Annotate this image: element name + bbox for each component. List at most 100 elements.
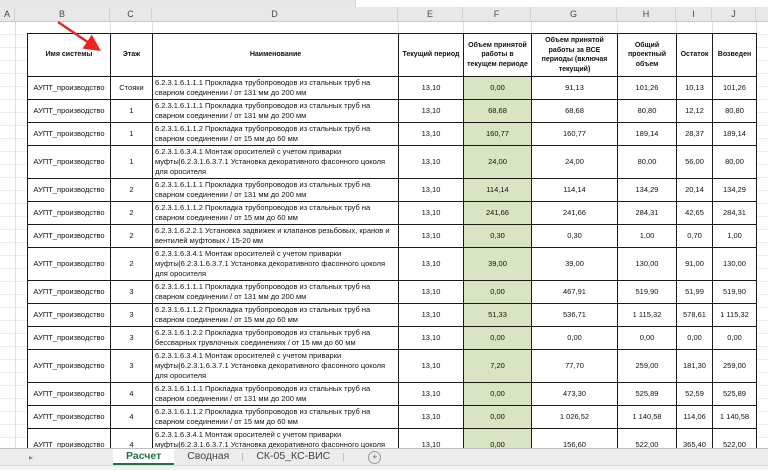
- cell-total-project[interactable]: 1 140,58: [617, 405, 677, 429]
- cell-accepted-all[interactable]: 241,66: [531, 201, 618, 225]
- cell-current-period[interactable]: 13,10: [398, 382, 464, 406]
- cell-accepted-all[interactable]: 0,30: [531, 224, 618, 248]
- add-sheet-icon[interactable]: +: [368, 450, 382, 464]
- cell-floor[interactable]: 3: [110, 280, 153, 304]
- cell-remainder[interactable]: 51,99: [676, 280, 713, 304]
- cell-floor[interactable]: 4: [110, 405, 153, 429]
- cell-system-name[interactable]: АУПТ_производство: [27, 76, 111, 100]
- formula-bar-field[interactable]: [355, 0, 768, 7]
- cell-erected[interactable]: 130,00: [712, 247, 757, 281]
- header-total-project-volume[interactable]: Общий проектный объем: [617, 33, 677, 77]
- cell-work-name[interactable]: 6.2.3.1.6.1.1.1 Прокладка трубопроводов …: [152, 280, 399, 304]
- cell-system-name[interactable]: АУПТ_производство: [27, 280, 111, 304]
- cell-current-period[interactable]: 13,10: [398, 145, 464, 179]
- sheet-tab-raschet[interactable]: Расчет: [113, 449, 175, 465]
- cell-accepted-current[interactable]: 7,20: [463, 349, 532, 383]
- cell-erected[interactable]: 80,00: [712, 145, 757, 179]
- cell-accepted-all[interactable]: 114,14: [531, 178, 618, 202]
- cell-work-name[interactable]: 6.2.3.1.6.1.1.1 Прокладка трубопроводов …: [152, 178, 399, 202]
- cell-floor[interactable]: 2: [110, 178, 153, 202]
- cell-remainder[interactable]: 114,06: [676, 405, 713, 429]
- cell-work-name[interactable]: 6.2.3.1.6.1.1.1 Прокладка трубопроводов …: [152, 382, 399, 406]
- cell-floor[interactable]: 1: [110, 122, 153, 146]
- cell-erected[interactable]: 519,90: [712, 280, 757, 304]
- cell-remainder[interactable]: 10,13: [676, 76, 713, 100]
- cell-floor[interactable]: 3: [110, 349, 153, 383]
- cell-current-period[interactable]: 13,10: [398, 99, 464, 123]
- cell-accepted-current[interactable]: 51,33: [463, 303, 532, 327]
- cell-system-name[interactable]: АУПТ_производство: [27, 349, 111, 383]
- cell-erected[interactable]: 134,29: [712, 178, 757, 202]
- cell-work-name[interactable]: 6.2.3.1.6.1.1.1 Прокладка трубопроводов …: [152, 76, 399, 100]
- cell-accepted-current[interactable]: 0,00: [463, 405, 532, 429]
- cell-system-name[interactable]: АУПТ_производство: [27, 382, 111, 406]
- cell-floor[interactable]: Стояки: [110, 76, 153, 100]
- cell-total-project[interactable]: 284,31: [617, 201, 677, 225]
- cell-floor[interactable]: 3: [110, 326, 153, 350]
- cell-floor[interactable]: 3: [110, 303, 153, 327]
- column-letter-header[interactable]: D: [152, 7, 398, 21]
- cell-erected[interactable]: 1 115,32: [712, 303, 757, 327]
- column-letter-header[interactable]: C: [110, 7, 152, 21]
- cell-total-project[interactable]: 134,29: [617, 178, 677, 202]
- cell-system-name[interactable]: АУПТ_производство: [27, 303, 111, 327]
- cell-work-name[interactable]: 6.2.3.1.6.1.1.1 Прокладка трубопроводов …: [152, 99, 399, 123]
- header-erected[interactable]: Возведен: [712, 33, 757, 77]
- column-letter-header[interactable]: I: [676, 7, 712, 21]
- cell-current-period[interactable]: 13,10: [398, 349, 464, 383]
- column-letter-header[interactable]: H: [617, 7, 676, 21]
- cell-erected[interactable]: 284,31: [712, 201, 757, 225]
- header-current-period[interactable]: Текущий период: [398, 33, 464, 77]
- header-accepted-current-period[interactable]: Объем принятой работы в текущем периоде: [463, 33, 532, 77]
- header-accepted-all-periods[interactable]: Объем принятой работы за ВСЕ периоды (вк…: [531, 33, 618, 77]
- cell-work-name[interactable]: 6.2.3.1.6.3.4.1 Монтаж оросителей с учет…: [152, 349, 399, 383]
- cell-floor[interactable]: 2: [110, 201, 153, 225]
- column-letter-header[interactable]: B: [15, 7, 110, 21]
- cell-work-name[interactable]: 6.2.3.1.6.1.1.2 Прокладка трубопроводов …: [152, 201, 399, 225]
- cell-erected[interactable]: 1 140,58: [712, 405, 757, 429]
- cell-remainder[interactable]: 42,65: [676, 201, 713, 225]
- cell-current-period[interactable]: 13,10: [398, 303, 464, 327]
- cell-remainder[interactable]: 20,14: [676, 178, 713, 202]
- cell-current-period[interactable]: 13,10: [398, 280, 464, 304]
- cell-system-name[interactable]: АУПТ_производство: [27, 99, 111, 123]
- cell-system-name[interactable]: АУПТ_производство: [27, 224, 111, 248]
- cell-remainder[interactable]: 0,00: [676, 326, 713, 350]
- cell-accepted-current[interactable]: 0,30: [463, 224, 532, 248]
- cell-system-name[interactable]: АУПТ_производство: [27, 201, 111, 225]
- cell-total-project[interactable]: 80,00: [617, 145, 677, 179]
- cell-accepted-current[interactable]: 114,14: [463, 178, 532, 202]
- cell-work-name[interactable]: 6.2.3.1.6.1.1.2 Прокладка трубопроводов …: [152, 122, 399, 146]
- header-system-name[interactable]: Имя системы: [27, 33, 111, 77]
- cell-system-name[interactable]: АУПТ_производство: [27, 145, 111, 179]
- cell-work-name[interactable]: 6.2.3.1.6.3.4.1 Монтаж оросителей с учет…: [152, 247, 399, 281]
- cell-floor[interactable]: 2: [110, 224, 153, 248]
- cell-accepted-all[interactable]: 160,77: [531, 122, 618, 146]
- cell-total-project[interactable]: 1 115,32: [617, 303, 677, 327]
- cell-total-project[interactable]: 101,26: [617, 76, 677, 100]
- column-letter-header[interactable]: E: [398, 7, 463, 21]
- cell-current-period[interactable]: 13,10: [398, 201, 464, 225]
- cell-accepted-current[interactable]: 241,66: [463, 201, 532, 225]
- cell-system-name[interactable]: АУПТ_производство: [27, 178, 111, 202]
- cell-remainder[interactable]: 28,37: [676, 122, 713, 146]
- cell-total-project[interactable]: 525,89: [617, 382, 677, 406]
- cell-remainder[interactable]: 181,30: [676, 349, 713, 383]
- cell-total-project[interactable]: 0,00: [617, 326, 677, 350]
- cell-accepted-all[interactable]: 536,71: [531, 303, 618, 327]
- cell-accepted-current[interactable]: 0,00: [463, 280, 532, 304]
- cell-total-project[interactable]: 1,00: [617, 224, 677, 248]
- cell-total-project[interactable]: 259,00: [617, 349, 677, 383]
- cell-remainder[interactable]: 12,12: [676, 99, 713, 123]
- cell-current-period[interactable]: 13,10: [398, 224, 464, 248]
- cell-floor[interactable]: 4: [110, 382, 153, 406]
- cell-erected[interactable]: 189,14: [712, 122, 757, 146]
- header-floor[interactable]: Этаж: [110, 33, 153, 77]
- cell-system-name[interactable]: АУПТ_производство: [27, 122, 111, 146]
- cell-floor[interactable]: 2: [110, 247, 153, 281]
- cell-current-period[interactable]: 13,10: [398, 247, 464, 281]
- column-letter-header[interactable]: F: [463, 7, 531, 21]
- cell-accepted-current[interactable]: 24,00: [463, 145, 532, 179]
- cell-accepted-all[interactable]: 467,91: [531, 280, 618, 304]
- cell-remainder[interactable]: 578,61: [676, 303, 713, 327]
